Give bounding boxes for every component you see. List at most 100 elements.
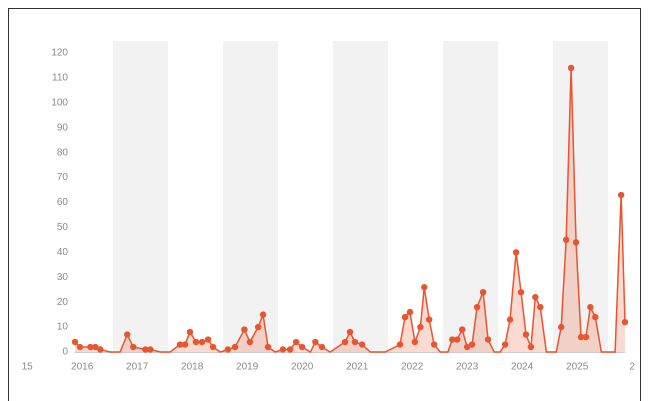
data-point [484,336,492,343]
shaded-band [222,41,278,352]
y-tick-label: 120 [51,48,68,59]
data-point [473,303,481,311]
data-point [312,338,319,346]
y-tick-label: 20 [57,297,69,308]
area-fill [75,67,625,352]
data-point [279,346,287,353]
data-point [426,316,433,323]
data-point [298,343,306,351]
x-tick-label: 2020 [291,362,314,373]
x-tick-label: 2025 [566,362,589,373]
x-tick-label: 2016 [71,362,94,373]
data-point [97,346,104,353]
data-point [401,313,409,321]
data-point [358,341,366,348]
data-point [286,346,294,353]
data-point [459,326,466,333]
y-tick-label: 50 [57,222,69,233]
data-point [501,341,509,348]
data-point [87,343,94,351]
x-tick-label: 2 [629,362,635,373]
data-point [92,343,99,351]
data-point [617,191,625,199]
data-point [186,328,194,336]
shaded-band [332,41,388,352]
data-point [621,318,629,326]
x-tick-label: 2022 [401,362,424,373]
data-point [527,343,535,351]
data-point [592,313,599,321]
data-point [463,343,471,351]
y-tick-label: 70 [57,172,69,183]
data-point [537,303,544,311]
y-tick-label: 100 [51,97,68,108]
data-point [198,338,206,346]
x-tick-label: 2018 [181,362,204,373]
data-point [587,303,594,311]
data-point [318,343,326,351]
data-point [562,236,570,244]
data-point [209,343,217,351]
x-tick-label: 2021 [346,362,369,373]
data-point [246,338,254,346]
y-tick-label: 10 [57,322,69,333]
data-point [468,341,476,348]
data-point [192,338,200,346]
frame [8,8,641,401]
data-point [231,343,239,351]
data-point [259,311,267,318]
data-point [517,289,525,296]
data-point [582,333,590,341]
data-point [558,323,565,331]
x-tick-label: 2023 [456,362,479,373]
data-point [181,341,189,348]
y-tick-label: 60 [57,197,69,208]
data-point [224,346,232,353]
data-point [430,341,438,348]
data-point [506,316,514,323]
x-tick-label: 15 [22,362,34,373]
data-point [411,338,419,346]
data-point [147,346,154,353]
y-tick-label: 0 [62,347,68,358]
x-tick-label: 2024 [511,362,534,373]
y-tick-label: 40 [57,247,69,258]
data-point [76,343,84,351]
data-point [264,343,272,351]
data-point [454,336,461,343]
data-point [522,331,530,338]
data-point [254,323,262,331]
data-point [512,249,520,256]
data-point [449,336,456,343]
data-point [204,336,212,343]
y-tick-label: 110 [52,73,68,84]
data-point [417,323,424,331]
y-tick-label: 30 [57,272,69,283]
data-point [406,308,414,316]
data-point [421,284,428,291]
data-point [292,338,300,346]
y-tick-label: 80 [57,147,69,158]
x-tick-label: 2017 [126,362,149,373]
data-point [577,333,585,341]
data-point [346,328,354,336]
shaded-band [552,41,608,352]
y-tick-label: 90 [57,122,69,133]
data-point [176,341,184,348]
data-point [532,293,539,301]
data-point [341,338,349,346]
data-point [396,341,404,348]
data-point [130,343,137,351]
shaded-band [442,41,498,352]
data-point [124,331,131,338]
data-point [479,289,487,296]
data-point [567,64,575,72]
data-point [71,338,79,346]
data-point [351,338,359,346]
shaded-band [112,41,168,352]
data-point [572,239,580,246]
x-tick-label: 2019 [236,362,259,373]
data-point [142,346,149,353]
data-point [241,326,248,333]
